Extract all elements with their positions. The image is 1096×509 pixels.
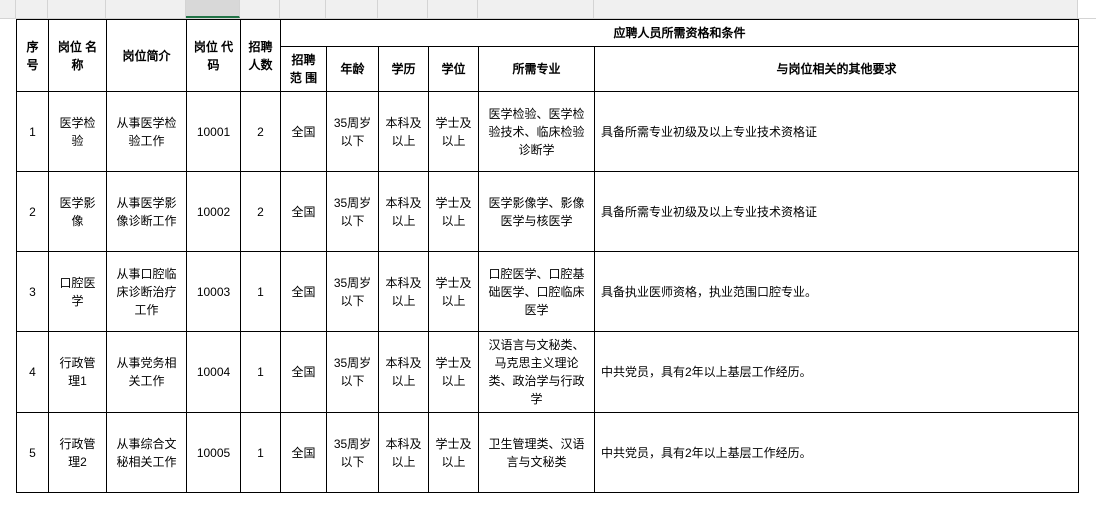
cell-position_name: 行政管理2 [49,413,107,493]
col-hire-count: 招聘 人数 [241,20,281,92]
cell-position_desc: 从事综合文秘相关工作 [107,413,187,493]
cell-major: 医学影像学、影像医学与核医学 [479,172,595,252]
column-header-cell[interactable] [594,0,1078,18]
cell-position_desc: 从事党务相关工作 [107,332,187,413]
column-header-cell[interactable] [326,0,378,18]
cell-hire_count: 1 [241,252,281,332]
cell-hire_count: 1 [241,332,281,413]
cell-seq: 2 [17,172,49,252]
col-other: 与岗位相关的其他要求 [595,47,1079,92]
cell-scope: 全国 [281,252,327,332]
cell-degree: 学士及以上 [429,172,479,252]
cell-degree: 学士及以上 [429,92,479,172]
table-row: 3口腔医学从事口腔临床诊断治疗工作100031全国35周岁以下本科及以上学士及以… [17,252,1079,332]
column-header-cell[interactable] [478,0,594,18]
cell-age: 35周岁以下 [327,413,379,493]
cell-major: 汉语言与文秘类、马克思主义理论类、政治学与行政学 [479,332,595,413]
column-header-cell[interactable] [280,0,326,18]
column-header-cell[interactable] [16,0,48,18]
cell-major: 卫生管理类、汉语言与文秘类 [479,413,595,493]
cell-hire_count: 2 [241,172,281,252]
cell-other: 具备所需专业初级及以上专业技术资格证 [595,172,1079,252]
column-headers [0,0,1096,19]
cell-position_code: 10003 [187,252,241,332]
cell-position_code: 10004 [187,332,241,413]
cell-other: 具备所需专业初级及以上专业技术资格证 [595,92,1079,172]
cell-seq: 4 [17,332,49,413]
cell-hire_count: 2 [241,92,281,172]
cell-education: 本科及以上 [379,413,429,493]
cell-age: 35周岁以下 [327,172,379,252]
recruitment-table: 序号 岗位 名称 岗位简介 岗位 代码 招聘 人数 应聘人员所需资格和条件 招聘… [16,19,1079,493]
col-education: 学历 [379,47,429,92]
cell-position_code: 10002 [187,172,241,252]
cell-seq: 3 [17,252,49,332]
cell-age: 35周岁以下 [327,252,379,332]
cell-major: 医学检验、医学检验技术、临床检验诊断学 [479,92,595,172]
cell-other: 中共党员，具有2年以上基层工作经历。 [595,413,1079,493]
corner-cell [0,0,16,18]
cell-position_desc: 从事口腔临床诊断治疗工作 [107,252,187,332]
col-major: 所需专业 [479,47,595,92]
cell-degree: 学士及以上 [429,332,479,413]
col-scope: 招聘范 围 [281,47,327,92]
cell-position_name: 医学检验 [49,92,107,172]
col-position-code: 岗位 代码 [187,20,241,92]
cell-position_code: 10005 [187,413,241,493]
col-group-title: 应聘人员所需资格和条件 [281,20,1079,47]
cell-seq: 5 [17,413,49,493]
column-header-cell[interactable] [48,0,106,18]
cell-scope: 全国 [281,332,327,413]
cell-age: 35周岁以下 [327,92,379,172]
cell-age: 35周岁以下 [327,332,379,413]
cell-position_name: 口腔医学 [49,252,107,332]
cell-position_desc: 从事医学影像诊断工作 [107,172,187,252]
column-header-cell[interactable] [378,0,428,18]
table-row: 2医学影像从事医学影像诊断工作100022全国35周岁以下本科及以上学士及以上医… [17,172,1079,252]
cell-hire_count: 1 [241,413,281,493]
cell-scope: 全国 [281,413,327,493]
cell-major: 口腔医学、口腔基础医学、口腔临床医学 [479,252,595,332]
cell-other: 具备执业医师资格，执业范围口腔专业。 [595,252,1079,332]
cell-position_code: 10001 [187,92,241,172]
column-header-cell[interactable] [240,0,280,18]
cell-degree: 学士及以上 [429,413,479,493]
column-header-cell[interactable] [186,0,240,18]
col-position-desc: 岗位简介 [107,20,187,92]
cell-education: 本科及以上 [379,332,429,413]
cell-position_desc: 从事医学检验工作 [107,92,187,172]
column-header-cell[interactable] [428,0,478,18]
cell-education: 本科及以上 [379,172,429,252]
cell-scope: 全国 [281,92,327,172]
col-seq: 序号 [17,20,49,92]
cell-position_name: 医学影像 [49,172,107,252]
cell-education: 本科及以上 [379,252,429,332]
table-row: 1医学检验从事医学检验工作100012全国35周岁以下本科及以上学士及以上医学检… [17,92,1079,172]
cell-seq: 1 [17,92,49,172]
cell-position_name: 行政管理1 [49,332,107,413]
table-row: 5行政管理2从事综合文秘相关工作100051全国35周岁以下本科及以上学士及以上… [17,413,1079,493]
cell-scope: 全国 [281,172,327,252]
col-degree: 学位 [429,47,479,92]
header-row-1: 序号 岗位 名称 岗位简介 岗位 代码 招聘 人数 应聘人员所需资格和条件 [17,20,1079,47]
cell-degree: 学士及以上 [429,252,479,332]
col-age: 年龄 [327,47,379,92]
table-row: 4行政管理1从事党务相关工作100041全国35周岁以下本科及以上学士及以上汉语… [17,332,1079,413]
column-header-cell[interactable] [106,0,186,18]
cell-other: 中共党员，具有2年以上基层工作经历。 [595,332,1079,413]
spreadsheet-view: 序号 岗位 名称 岗位简介 岗位 代码 招聘 人数 应聘人员所需资格和条件 招聘… [0,0,1096,493]
cell-education: 本科及以上 [379,92,429,172]
col-position-name: 岗位 名称 [49,20,107,92]
table-body: 1医学检验从事医学检验工作100012全国35周岁以下本科及以上学士及以上医学检… [17,92,1079,493]
